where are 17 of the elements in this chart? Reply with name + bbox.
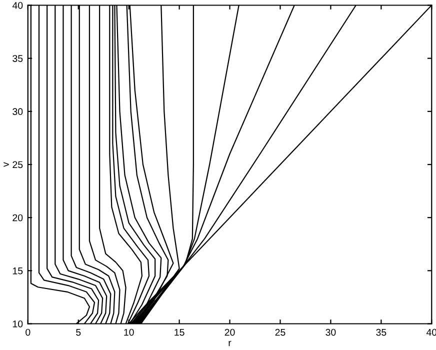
x-tick-label: 30 (326, 328, 336, 336)
y-tick-label: 30 (12, 108, 23, 116)
y-axis-title: v (4, 162, 9, 167)
x-tick-label: 10 (124, 328, 134, 336)
x-tick-label: 35 (376, 328, 386, 336)
y-tick-label: 15 (12, 268, 23, 274)
x-tick-label: 0 (26, 328, 30, 336)
y-tick-label: 25 (12, 161, 23, 168)
y-tick-label: 40 (12, 2, 23, 9)
x-tick-label: 15 (174, 328, 184, 336)
y-tick-label: 35 (12, 55, 23, 62)
x-tick-label: 20 (224, 328, 235, 336)
x-axis-title: r (228, 340, 232, 346)
x-tick-label: 25 (275, 328, 286, 336)
y-tick-label: 20 (12, 214, 23, 222)
y-tick-label: 10 (12, 320, 23, 328)
x-tick-label: 5 (76, 328, 81, 336)
